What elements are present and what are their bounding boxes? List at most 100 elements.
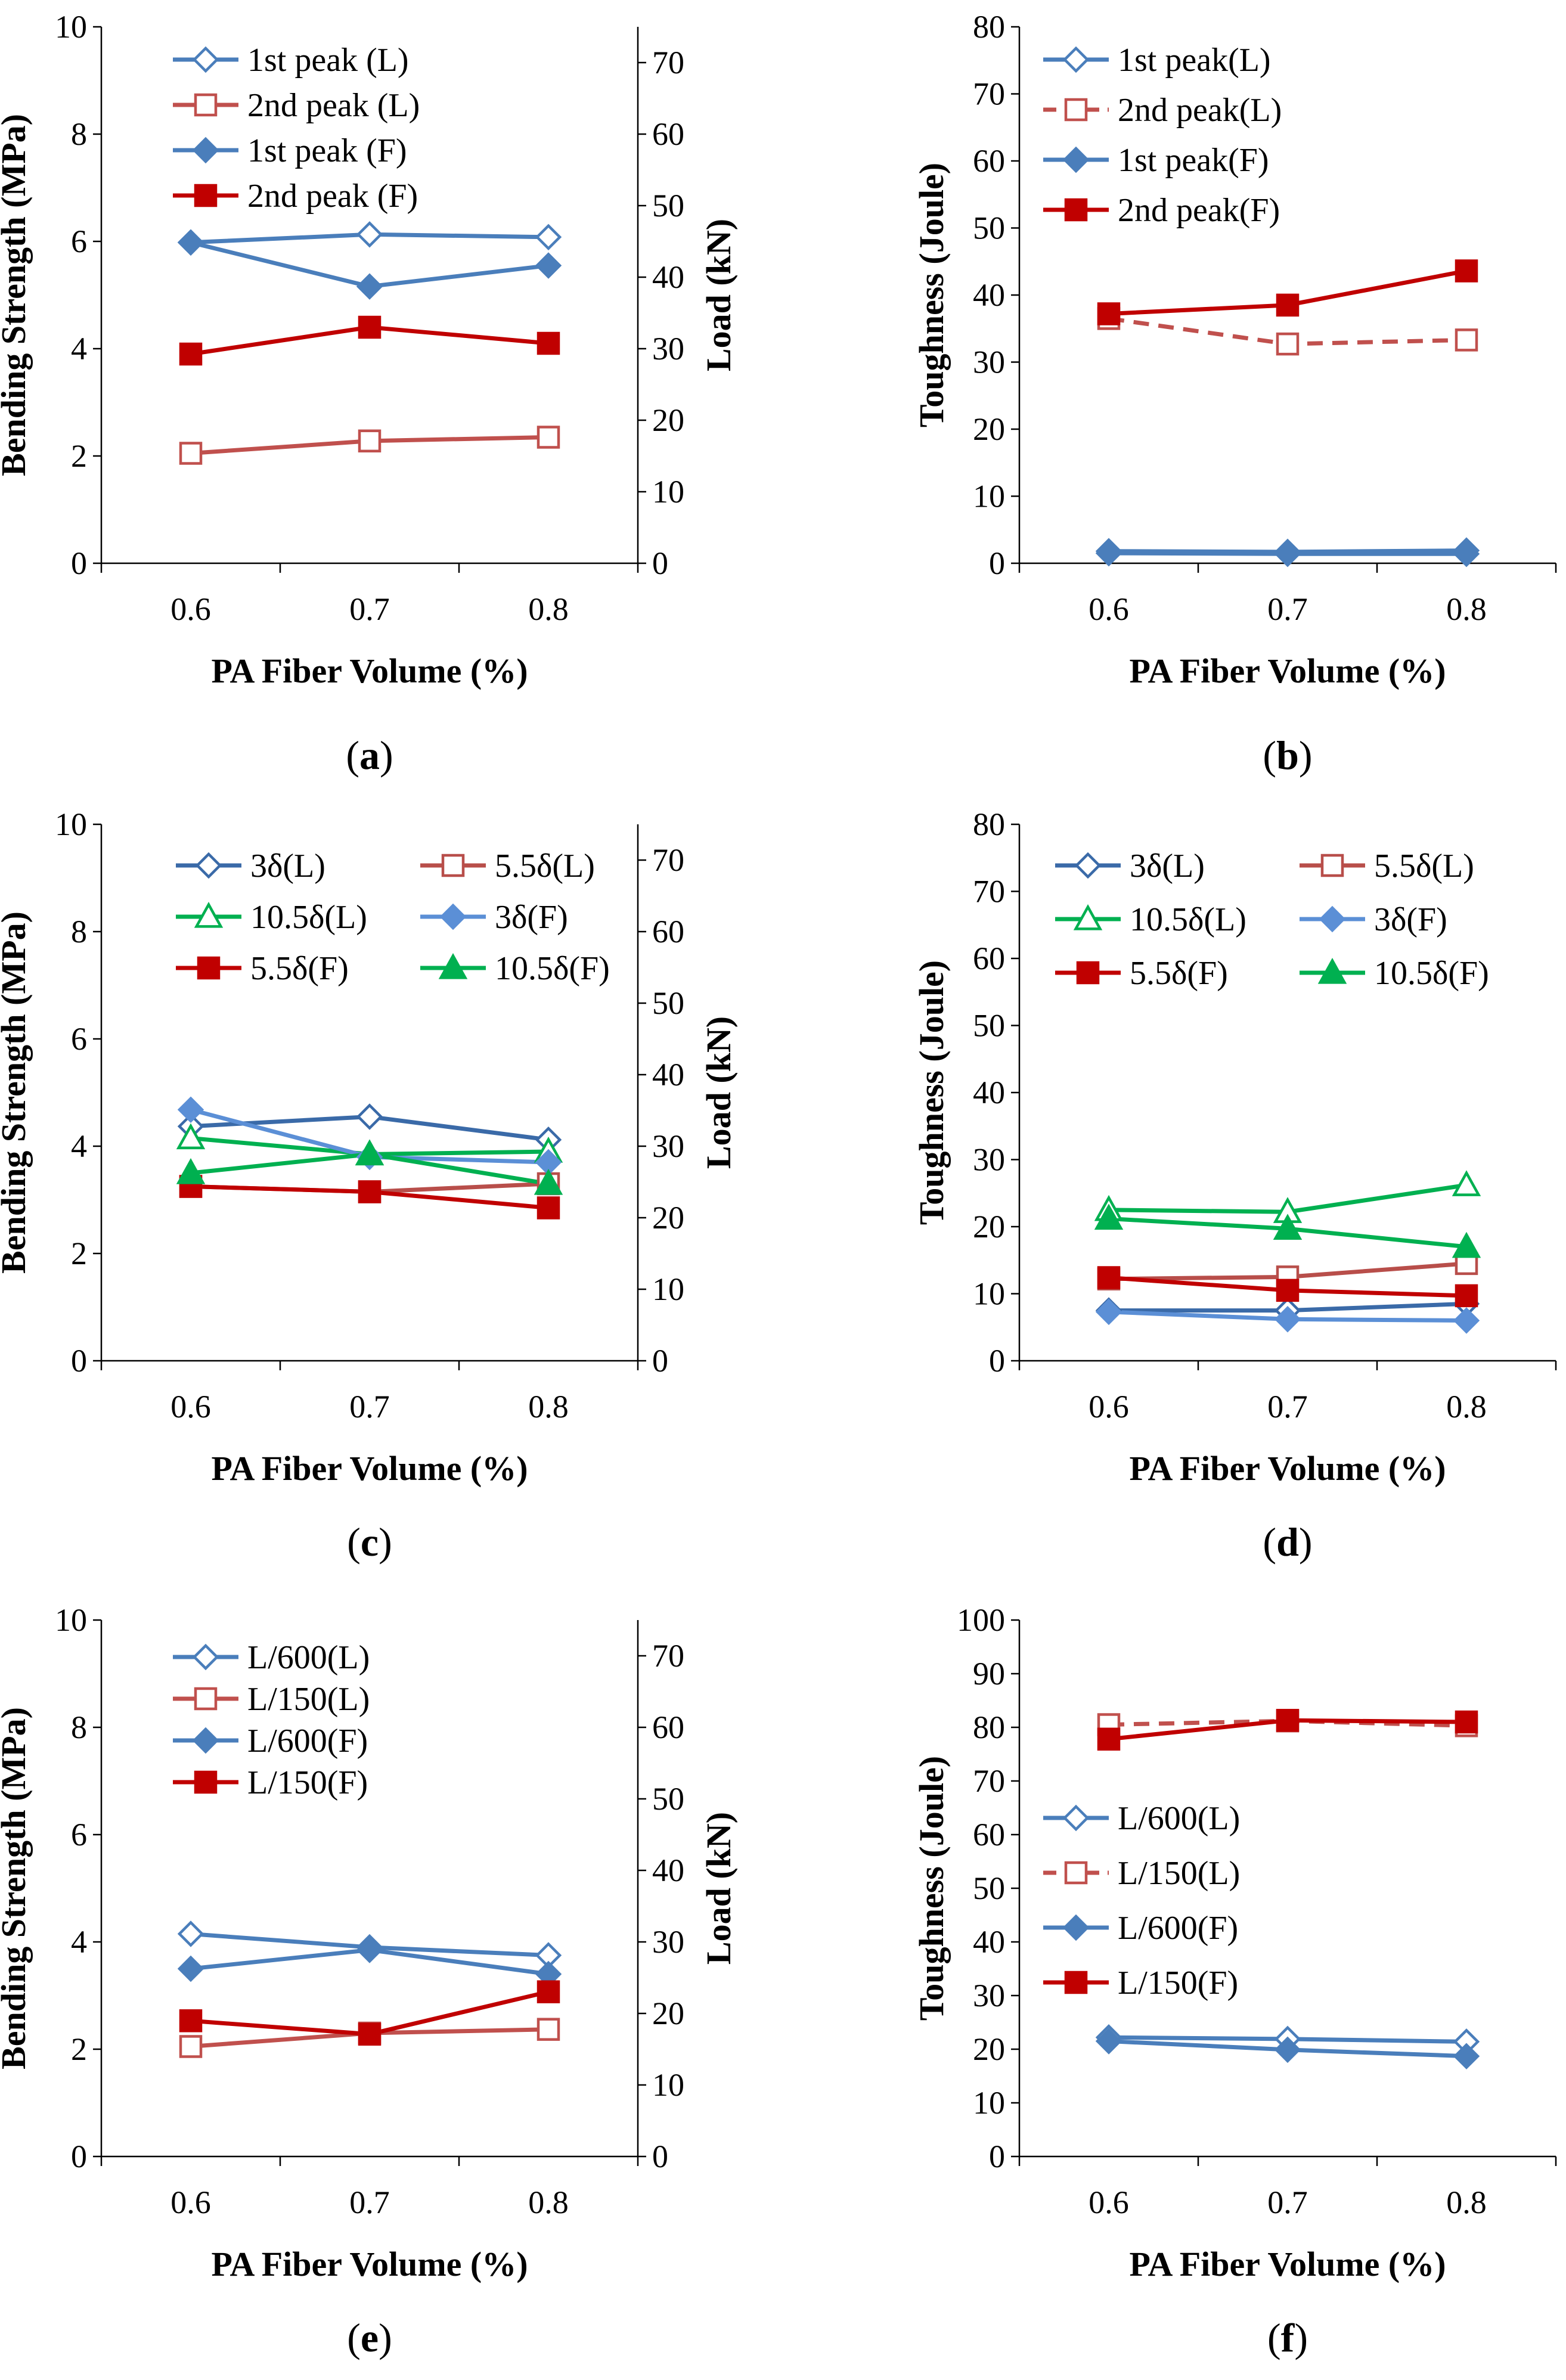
legend-label: L/600(F) xyxy=(1118,1910,1238,1947)
y-tick-label: 6 xyxy=(71,224,87,259)
panel-caption: (c) xyxy=(347,1519,392,1565)
data-point xyxy=(1097,1727,1121,1751)
y-tick-label: 0 xyxy=(71,1343,87,1379)
y2-tick-label: 40 xyxy=(652,259,684,295)
y2-tick-label: 10 xyxy=(652,474,684,510)
caption-open-paren: ( xyxy=(1263,733,1276,778)
caption-open-paren: ( xyxy=(347,2315,361,2360)
panel-f: 0 10 20 30 40 50 60 70 80 90 100 0.6 0.7 0.8PA Fiber … xyxy=(912,1602,1557,2360)
y-tick-label: 50 xyxy=(973,1870,1005,1906)
panel-d: 0 10 20 30 40 50 60 70 80 0.6 0.7 0.8PA Fiber Volum… xyxy=(912,806,1557,1565)
legend-label: 1st peak(L) xyxy=(1118,42,1271,79)
data-point xyxy=(358,429,382,453)
legend-marker xyxy=(1064,198,1088,222)
legend-marker xyxy=(1320,854,1344,877)
legend-marker xyxy=(197,956,221,980)
y-tick-label: 60 xyxy=(973,143,1005,179)
y-tick-label: 2 xyxy=(71,438,87,474)
panel-caption: (a) xyxy=(346,733,393,778)
y-tick-label: 30 xyxy=(973,345,1005,380)
caption-open-paren: ( xyxy=(347,1519,361,1565)
y-tick-label: 10 xyxy=(973,1276,1005,1312)
y-tick-label: 8 xyxy=(71,1709,87,1745)
y2-axis-title: Load (kN) xyxy=(699,219,738,371)
data-point xyxy=(1455,1710,1478,1734)
x-tick-label: 0.8 xyxy=(1446,1389,1487,1425)
data-point xyxy=(1274,2036,1301,2064)
panel-b: 0 10 20 30 40 50 60 70 80 0.6 0.7 0.8PA Fiber Volum… xyxy=(912,9,1557,778)
y-tick-label: 0 xyxy=(71,545,87,581)
y-tick-label: 8 xyxy=(71,116,87,152)
caption-close-paren: ) xyxy=(1294,2315,1308,2360)
data-point xyxy=(177,229,204,256)
y2-tick-label: 10 xyxy=(652,2067,684,2103)
data-point xyxy=(1276,332,1300,356)
x-axis-title: PA Fiber Volume (%) xyxy=(211,1449,528,1488)
legend-marker xyxy=(1064,98,1088,122)
x-tick-label: 0.6 xyxy=(1089,2184,1129,2220)
data-point xyxy=(1273,1214,1303,1240)
y2-tick-label: 60 xyxy=(652,1709,684,1745)
y-tick-label: 80 xyxy=(973,9,1005,45)
y-tick-label: 0 xyxy=(989,2139,1005,2174)
panel-caption: (e) xyxy=(347,2315,392,2360)
data-point xyxy=(1455,259,1478,283)
data-point xyxy=(176,1123,206,1150)
data-point xyxy=(179,2035,203,2058)
data-point xyxy=(177,1955,204,1982)
y-tick-label: 40 xyxy=(973,1924,1005,1960)
y-tick-label: 6 xyxy=(71,1817,87,1853)
y2-tick-label: 20 xyxy=(652,1996,684,2031)
data-point xyxy=(179,442,203,465)
y-tick-label: 50 xyxy=(973,1008,1005,1044)
y-tick-label: 4 xyxy=(71,1128,87,1164)
y-tick-label: 70 xyxy=(973,874,1005,910)
legend-label: 2nd peak (F) xyxy=(247,178,418,215)
y2-tick-label: 70 xyxy=(652,842,684,878)
legend-marker xyxy=(1064,1861,1088,1885)
legend-marker xyxy=(1064,1971,1088,1994)
legend-label: 5.5δ(F) xyxy=(1130,955,1228,992)
data-point xyxy=(179,342,203,366)
y-tick-label: 10 xyxy=(973,479,1005,514)
y-tick-label: 0 xyxy=(71,2139,87,2174)
legend-marker xyxy=(1074,852,1102,879)
legend-label: 5.5δ(L) xyxy=(495,848,595,885)
legend-marker xyxy=(438,952,468,979)
caption-close-paren: ) xyxy=(379,1519,392,1565)
data-point xyxy=(537,2018,560,2041)
legend-label: L/150(L) xyxy=(247,1681,370,1718)
y2-tick-label: 0 xyxy=(652,2139,668,2174)
data-point xyxy=(1097,1266,1121,1289)
y2-tick-label: 70 xyxy=(652,45,684,80)
data-point xyxy=(1095,1298,1122,1326)
y-axis-title: Toughness (Joule) xyxy=(912,1756,951,2021)
data-point xyxy=(1455,1284,1478,1308)
legend-marker xyxy=(192,136,219,164)
legend-label: 1st peak (F) xyxy=(247,132,407,169)
data-point xyxy=(177,1920,204,1947)
x-axis-title: PA Fiber Volume (%) xyxy=(1129,2245,1446,2283)
y2-tick-label: 30 xyxy=(652,1128,684,1164)
data-point xyxy=(1453,541,1480,567)
data-point xyxy=(358,1180,382,1203)
legend-label: L/600(F) xyxy=(247,1723,368,1760)
data-point xyxy=(537,426,560,449)
panel-e: 0 2 4 6 8 10 0 10 20 30 40 50 60 70 0.6 0.7 0.8PA Fiber … xyxy=(0,1602,738,2360)
x-tick-label: 0.7 xyxy=(1267,591,1308,627)
data-point xyxy=(176,1158,206,1184)
legend-label: 10.5δ(L) xyxy=(1130,901,1246,938)
y-tick-label: 80 xyxy=(973,1709,1005,1745)
x-tick-label: 0.8 xyxy=(1446,2184,1487,2220)
data-point xyxy=(535,224,562,251)
y2-tick-label: 0 xyxy=(652,1343,668,1379)
caption-open-paren: ( xyxy=(346,733,359,778)
legend-label: 2nd peak(F) xyxy=(1118,192,1280,229)
legend-marker xyxy=(194,184,218,207)
y-tick-label: 70 xyxy=(973,76,1005,112)
caption-open-paren: ( xyxy=(1267,2315,1281,2360)
y-tick-label: 40 xyxy=(973,277,1005,313)
y2-tick-label: 60 xyxy=(652,116,684,152)
caption-close-paren: ) xyxy=(379,2315,392,2360)
